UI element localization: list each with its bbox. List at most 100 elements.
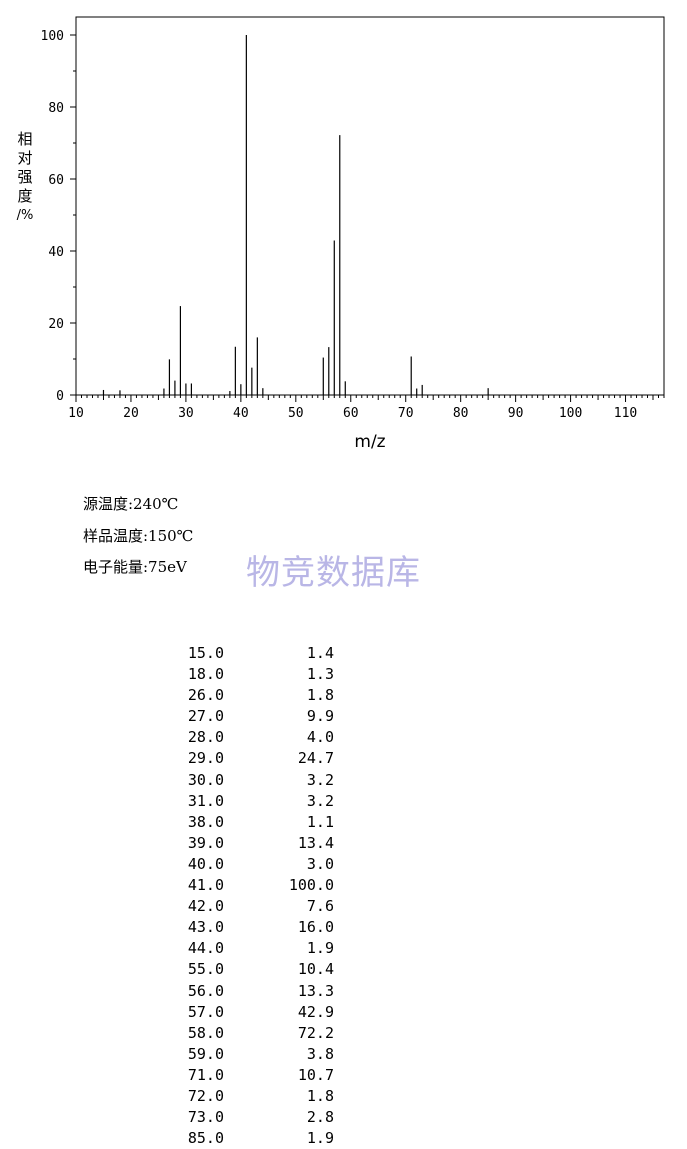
peak-row: 43.0 16.0 [170,917,334,938]
peak-row: 27.0 9.9 [170,706,334,727]
x-tick-label: 90 [508,406,524,421]
peak-mz: 55.0 [187,960,224,979]
peak-intensity: 4.0 [306,728,334,747]
peak-row: 44.0 1.9 [170,938,334,959]
x-tick-label: 100 [559,406,582,421]
x-axis: 10 20 30 40 50 60 70 80 90 100 110 [68,395,665,421]
peak-mz: 40.0 [187,854,224,873]
peak-intensity: 9.9 [306,707,334,726]
peak-mz: 58.0 [187,1023,224,1042]
peak-intensity: 3.2 [306,791,334,810]
y-axis-title-char: 相 [17,130,33,148]
x-tick-label: 30 [178,406,194,421]
y-axis-title: 相 对 强 度 /% [14,130,36,225]
source-temperature: 源温度:240℃ [83,495,179,513]
peak-mz: 29.0 [187,749,224,768]
x-axis-title: m/z [354,432,385,452]
peak-row: 26.0 1.8 [170,685,334,706]
peak-intensity: 100.0 [288,876,334,895]
x-tick-label: 80 [453,406,469,421]
y-tick-label: 0 [56,389,64,404]
y-tick-label: 60 [48,173,64,188]
peak-intensity: 10.4 [297,960,334,979]
electron-energy: 电子能量:75eV [83,558,187,576]
peak-intensity: 2.8 [306,1108,334,1127]
peak-mz: 44.0 [187,939,224,958]
peak-row: 40.0 3.0 [170,854,334,875]
peak-mz: 27.0 [187,707,224,726]
peak-intensity: 13.4 [297,833,334,852]
x-tick-label: 110 [614,406,637,421]
peak-row: 28.0 4.0 [170,727,334,748]
peak-row: 41.0 100.0 [170,875,334,896]
peak-mz: 30.0 [187,770,224,789]
peak-mz: 72.0 [187,1086,224,1105]
peak-mz: 57.0 [187,1002,224,1021]
y-tick-label: 40 [48,245,64,260]
y-axis: 0 20 40 60 80 100 [41,29,76,404]
peak-mz: 42.0 [187,897,224,916]
peak-row: 71.0 10.7 [170,1065,334,1086]
peak-intensity: 1.8 [306,686,334,705]
peak-mz: 85.0 [187,1129,224,1148]
measurement-parameters: 源温度:240℃ 样品温度:150℃ 电子能量:75eV [83,493,193,588]
sample-temperature: 样品温度:150℃ [83,526,194,545]
peak-row: 57.0 42.9 [170,1002,334,1023]
peak-row: 42.0 7.6 [170,896,334,917]
peak-mz: 15.0 [187,644,224,662]
y-axis-title-char: /% [16,208,34,223]
y-axis-title-char: 强 [17,168,33,186]
peak-row: 56.0 13.3 [170,981,334,1002]
peak-mz: 39.0 [187,833,224,852]
peak-mz: 28.0 [187,728,224,747]
peak-mz: 38.0 [187,812,224,831]
peak-row: 18.0 1.3 [170,664,334,685]
peak-intensity: 16.0 [297,918,334,937]
peak-mz: 71.0 [187,1065,224,1084]
peak-row: 59.0 3.8 [170,1044,334,1065]
y-axis-title-char: 对 [17,149,33,167]
peak-mz: 41.0 [187,876,224,895]
y-axis-title-char: 度 [17,187,33,205]
peak-mz: 59.0 [187,1044,224,1063]
peak-intensity: 24.7 [297,749,334,768]
y-tick-label: 80 [48,101,64,116]
mass-spectrum-chart: 0 20 40 60 80 100 10 20 30 40 50 60 70 80 90 100 110 m/… [41,16,665,452]
peak-intensity: 1.3 [306,665,334,684]
peak-row: 38.0 1.1 [170,812,334,833]
peak-intensity: 10.7 [297,1065,334,1084]
peak-row: 55.0 10.4 [170,959,334,980]
peak-intensity: 3.0 [306,854,334,873]
x-tick-label: 60 [343,406,359,421]
peak-mz: 73.0 [187,1108,224,1127]
peak-intensity: 42.9 [297,1002,334,1021]
x-tick-label: 20 [123,406,139,421]
peak-intensity: 3.2 [306,770,334,789]
peak-row: 58.0 72.2 [170,1023,334,1044]
plot-frame [75,16,665,396]
y-tick-label: 100 [41,29,64,44]
peak-row: 73.0 2.8 [170,1107,334,1128]
peak-table: 15.0 1.4 18.0 1.3 26.0 1.8 27.0 9.9 28.0 4.0 29.0 2… [170,643,334,1149]
peak-intensity: 1.8 [306,1086,334,1105]
peak-mz: 43.0 [187,918,224,937]
peak-mz: 56.0 [187,981,224,1000]
peak-row: 30.0 3.2 [170,770,334,791]
x-tick-label: 70 [398,406,414,421]
x-tick-label: 50 [288,406,304,421]
peak-intensity: 1.9 [306,1129,334,1148]
peak-row: 15.0 1.4 [170,643,334,664]
spectrum-bars [102,35,489,395]
peak-mz: 18.0 [187,665,224,684]
peak-intensity: 7.6 [306,897,334,916]
peak-row: 29.0 24.7 [170,748,334,769]
peak-row: 85.0 1.9 [170,1128,334,1149]
peak-row: 39.0 13.4 [170,833,334,854]
peak-intensity: 1.9 [306,939,334,958]
peak-mz: 26.0 [187,686,224,705]
peak-row: 31.0 3.2 [170,791,334,812]
x-tick-label: 40 [233,406,249,421]
watermark: 物竞数据库 [246,553,421,593]
peak-intensity: 1.4 [306,644,334,662]
peak-intensity: 1.1 [306,812,334,831]
